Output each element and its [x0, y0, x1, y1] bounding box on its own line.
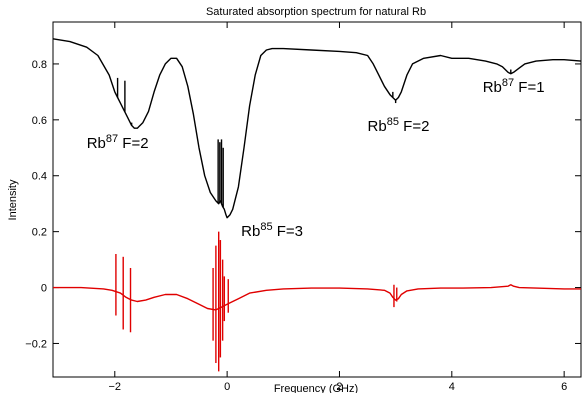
annotations: Rb87 F=2 Rb85 F=3 Rb85 F=2 Rb87 F=1	[87, 77, 545, 240]
plot-area	[52, 38, 582, 372]
y-tick-label: 0.6	[32, 115, 47, 127]
x-tick-label: −2	[109, 381, 122, 393]
y-tick-label: −0.2	[25, 338, 47, 350]
peak-annotation: Rb85 F=3	[241, 221, 303, 240]
plot-frame	[52, 21, 582, 378]
peak-annotation: Rb87 F=2	[87, 133, 149, 152]
x-tick-label: 4	[449, 381, 455, 393]
y-tick-label: 0.8	[32, 59, 47, 71]
y-tick-label: 0.2	[32, 227, 47, 239]
x-axis-ticks: −2 0 2 4 6	[109, 22, 567, 393]
series-line-1	[52, 38, 582, 219]
x-tick-label: 6	[561, 381, 567, 393]
y-tick-label: 0.4	[32, 171, 47, 183]
series-line-2	[53, 284, 581, 311]
y-axis-title: Intensity	[7, 179, 19, 220]
peak-annotation: Rb85 F=2	[368, 116, 430, 135]
x-axis-title: Frequency (GHz)	[274, 383, 358, 393]
y-tick-label: 0	[41, 283, 47, 295]
x-tick-label: 2	[336, 381, 342, 393]
y-axis-ticks: −0.2 0 0.2 0.4 0.6 0.8	[25, 59, 581, 350]
peak-annotation: Rb87 F=1	[483, 77, 545, 96]
x-tick-label: 0	[224, 381, 230, 393]
chart-title: Saturated absorption spectrum for natura…	[206, 6, 426, 18]
